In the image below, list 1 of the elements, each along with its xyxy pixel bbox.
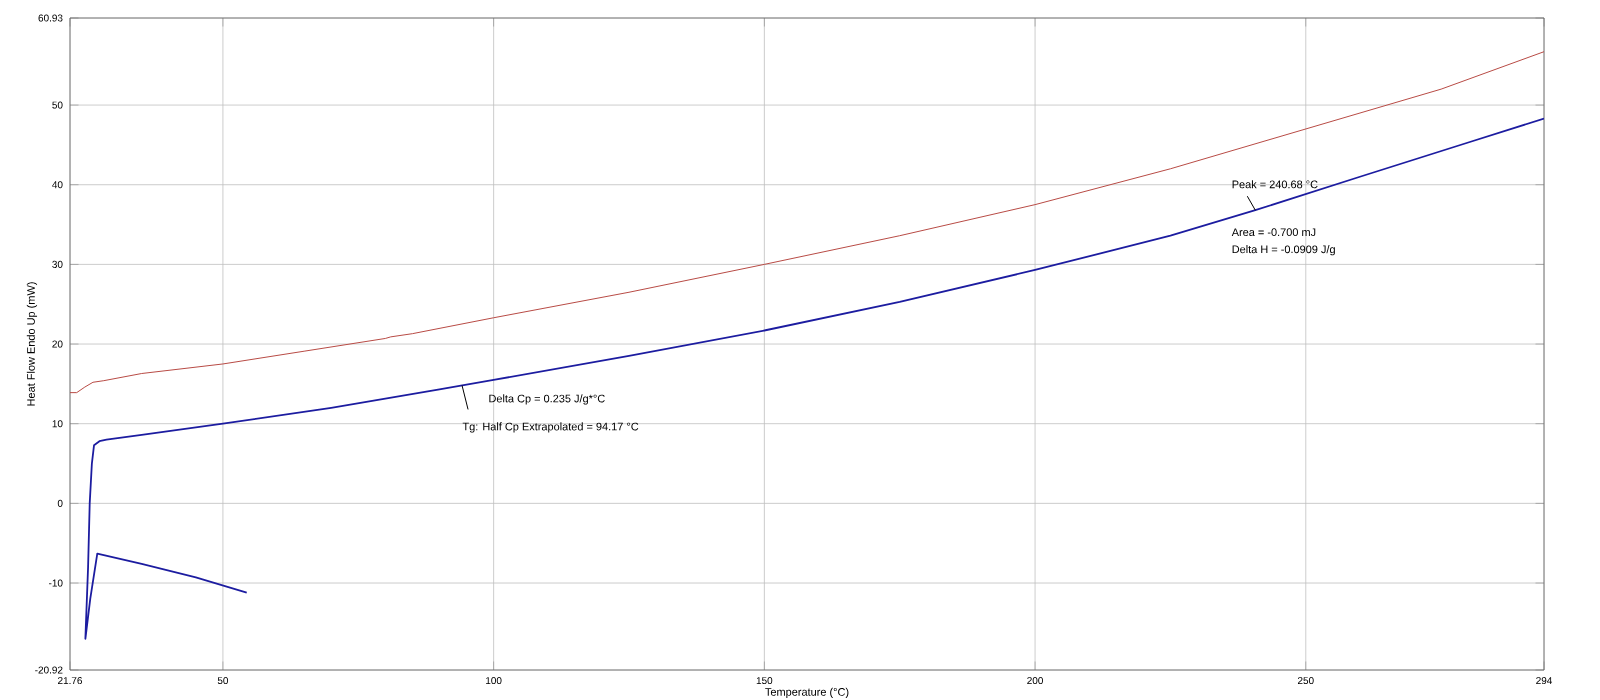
line-series (84, 117, 1545, 640)
